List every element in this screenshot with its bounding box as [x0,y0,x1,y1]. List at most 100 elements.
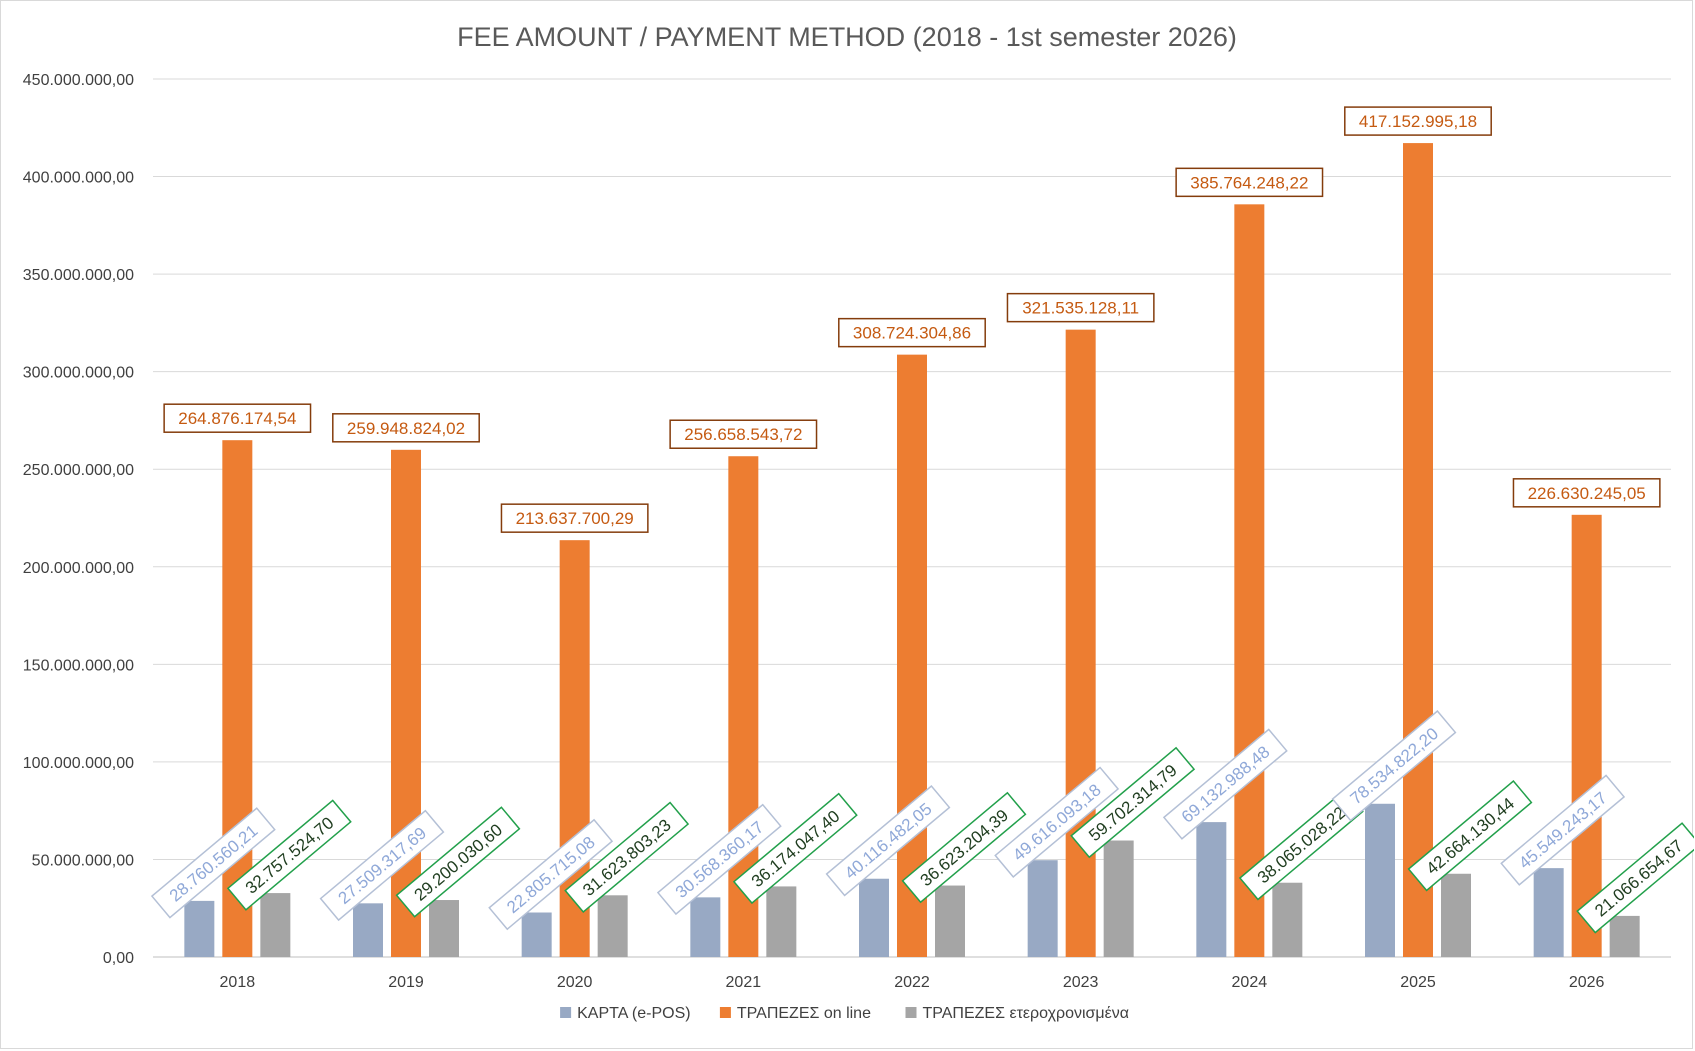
data-label: 264.876.174,54 [163,403,312,433]
x-tick-label: 2020 [557,974,593,991]
data-label-text: 417.152.995,18 [1359,112,1477,131]
bar [897,354,927,957]
data-label-text: 38.065.028,22 [1254,803,1349,887]
legend-item: ΚΑΡΤΑ (e-POS) [560,1005,691,1022]
data-label-box [150,807,276,919]
data-label-text: 21.066.654,67 [1591,836,1686,920]
y-tick-label: 100.000.000,00 [23,755,134,772]
bar [690,897,721,957]
data-label: 213.637.700,29 [500,503,649,533]
data-label-box [901,791,1027,904]
x-tick-label: 2019 [388,974,424,991]
y-tick-label: 450.000.000,00 [23,72,134,89]
data-label-text: 256.658.543,72 [684,425,802,444]
bar [429,900,459,957]
data-label-box [838,317,986,348]
bar [353,903,383,957]
chart-title: FEE AMOUNT / PAYMENT METHOD (2018 - 1st … [457,22,1237,52]
y-tick-label: 400.000.000,00 [23,170,134,187]
data-label: 226.630.245,05 [1512,478,1661,508]
data-label-text: 226.630.245,05 [1528,484,1646,503]
data-label-text: 385.764.248,22 [1190,173,1308,192]
data-label-box [226,799,352,911]
y-tick-label: 200.000.000,00 [23,560,134,577]
data-label-text: 259.948.824,02 [347,419,465,438]
bar [521,912,552,957]
bar [1571,514,1602,957]
data-label-box [1070,746,1196,859]
x-tick-label: 2025 [1400,974,1436,991]
data-label-text: 308.724.304,86 [853,324,971,343]
legend-label: ΤΡΑΠΕΖΕΣ ετεροχρονισμένα [923,1005,1130,1022]
data-label: 308.724.304,86 [838,317,986,348]
data-label-box [332,413,480,443]
bar [1196,822,1227,957]
bar [260,893,291,957]
x-tick-label: 2023 [1063,974,1099,991]
y-tick-label: 250.000.000,00 [23,462,134,479]
data-label-box [1331,710,1457,822]
data-label-box [1162,728,1288,840]
data-label-box [1006,292,1155,323]
bar [1065,329,1096,957]
data-label-box [488,818,614,931]
bar [766,886,797,957]
data-label: 385.764.248,22 [1175,167,1324,198]
data-label-box [564,801,690,914]
legend: ΚΑΡΤΑ (e-POS) ΤΡΑΠΕΖΕΣ on line ΤΡΑΠΕΖΕΣ ετ… [560,1005,1129,1022]
bar [597,895,628,957]
bar [1027,860,1058,957]
y-tick-label: 300.000.000,00 [23,365,134,382]
data-label-text: 321.535.128,11 [1022,299,1139,318]
legend-label: ΤΡΑΠΕΖΕΣ on line [737,1005,871,1022]
bar [1441,873,1471,957]
bar [1103,840,1134,957]
y-tick-label: 50.000.000,00 [32,852,134,869]
bar [1403,143,1433,958]
data-label-text: 213.637.700,29 [516,509,634,528]
legend-swatch [560,1007,572,1018]
bar [184,900,215,957]
bar [1234,204,1265,958]
data-label: 417.152.995,18 [1344,106,1492,136]
bar [222,440,253,957]
data-label-text: 264.876.174,54 [178,409,296,428]
bar [1272,882,1303,957]
data-label-box [1500,774,1626,886]
legend-swatch [719,1007,731,1018]
data-label-box [825,784,951,897]
bar [1533,868,1564,957]
data-label-box [1344,106,1492,136]
data-label: 259.948.824,02 [332,413,480,443]
bar [1609,915,1640,957]
x-tick-label: 2024 [1232,974,1268,991]
data-label-box [994,766,1120,878]
data-label-box [669,419,818,449]
y-tick-label: 350.000.000,00 [23,267,134,284]
data-label-box [1576,822,1694,934]
data-label: 256.658.543,72 [669,419,818,449]
y-tick-label: 0,00 [103,950,134,967]
y-tick-label: 150.000.000,00 [23,657,134,674]
data-label-box [319,809,445,922]
x-tick-label: 2018 [220,974,256,991]
data-label-box [500,503,649,533]
data-label-box [395,806,521,918]
bar [935,885,965,957]
bar [1365,803,1395,957]
x-tick-label: 2022 [894,974,930,991]
data-label-box [1175,167,1324,198]
data-label-box [732,792,858,905]
legend-label: ΚΑΡΤΑ (e-POS) [577,1005,691,1022]
bar [859,878,889,957]
data-label: 321.535.128,11 [1006,292,1155,323]
x-tick-label: 2021 [726,974,762,991]
legend-item: ΤΡΑΠΕΖΕΣ on line [719,1005,871,1022]
data-label-box [1407,780,1533,892]
legend-item: ΤΡΑΠΕΖΕΣ ετεροχρονισμένα [905,1005,1130,1022]
data-label-box [656,803,782,916]
data-label-box [1512,478,1661,508]
x-axis-tick-labels: 2018 2019 2020 2021 2022 2023 2024 2025 2026 [220,974,1605,991]
